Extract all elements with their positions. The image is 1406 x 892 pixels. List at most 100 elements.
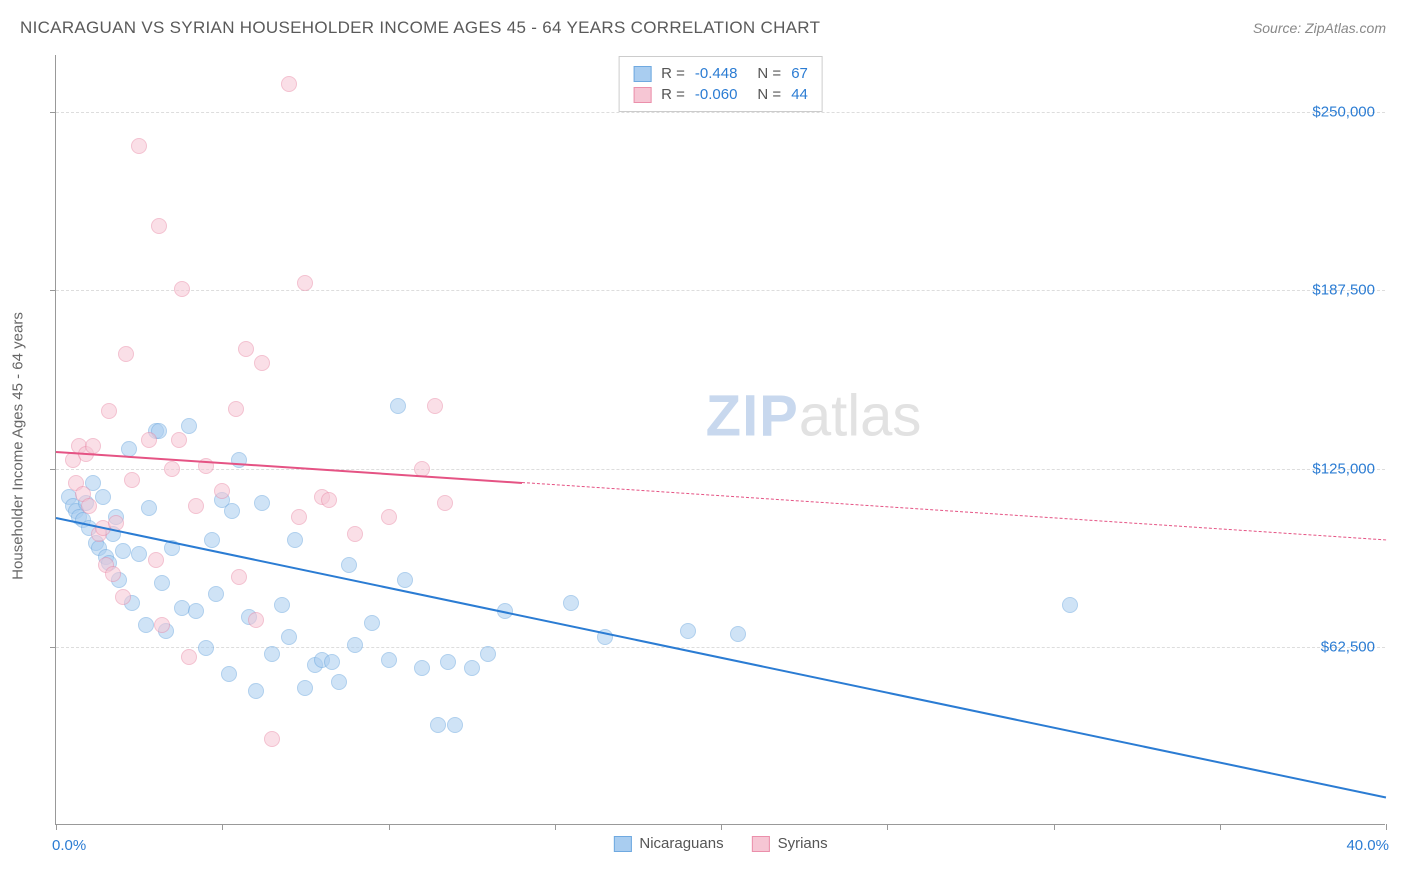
data-point: [121, 441, 137, 457]
data-point: [188, 498, 204, 514]
data-point: [364, 615, 380, 631]
x-tick: [1220, 824, 1221, 830]
data-point: [390, 398, 406, 414]
legend-r-label: R =: [661, 65, 685, 82]
watermark-atlas: atlas: [799, 384, 922, 449]
legend-swatch: [752, 836, 770, 852]
chart-container: NICARAGUAN VS SYRIAN HOUSEHOLDER INCOME …: [0, 0, 1406, 892]
data-point: [124, 472, 140, 488]
data-point: [105, 566, 121, 582]
data-point: [563, 595, 579, 611]
legend-swatch: [633, 66, 651, 82]
x-tick: [56, 824, 57, 830]
legend-r-value: -0.448: [695, 65, 738, 82]
data-point: [151, 218, 167, 234]
data-point: [154, 617, 170, 633]
data-point: [248, 683, 264, 699]
data-point: [321, 492, 337, 508]
data-point: [118, 346, 134, 362]
legend-n-label: N =: [757, 65, 781, 82]
data-point: [141, 432, 157, 448]
watermark: ZIPatlas: [706, 383, 922, 450]
trend-line: [56, 517, 1386, 798]
data-point: [141, 500, 157, 516]
data-point: [480, 646, 496, 662]
data-point: [231, 569, 247, 585]
data-point: [730, 626, 746, 642]
data-point: [154, 575, 170, 591]
legend-row: R = -0.448 N = 67: [633, 63, 808, 84]
bottom-legend-label: Nicaraguans: [639, 835, 723, 852]
grid-line: [56, 647, 1385, 648]
y-tick-label: $187,500: [1312, 282, 1375, 299]
y-tick-label: $250,000: [1312, 104, 1375, 121]
plot-area: ZIPatlas R = -0.448 N = 67 R = -0.060N = 4…: [55, 55, 1385, 825]
data-point: [347, 526, 363, 542]
legend-swatch: [613, 836, 631, 852]
data-point: [331, 674, 347, 690]
data-point: [81, 498, 97, 514]
y-axis-label: Householder Income Ages 45 - 64 years: [10, 312, 27, 580]
legend-swatch: [633, 87, 651, 103]
x-tick: [555, 824, 556, 830]
data-point: [224, 503, 240, 519]
data-point: [274, 597, 290, 613]
data-point: [264, 731, 280, 747]
data-point: [287, 532, 303, 548]
data-point: [138, 617, 154, 633]
source-attribution: Source: ZipAtlas.com: [1253, 20, 1386, 36]
data-point: [115, 543, 131, 559]
data-point: [115, 589, 131, 605]
legend-r-value: -0.060: [695, 86, 738, 103]
data-point: [188, 603, 204, 619]
data-point: [181, 649, 197, 665]
data-point: [447, 717, 463, 733]
y-tick-label: $125,000: [1312, 460, 1375, 477]
bottom-legend-item: Nicaraguans: [613, 835, 723, 852]
data-point: [238, 341, 254, 357]
data-point: [174, 281, 190, 297]
data-point: [341, 557, 357, 573]
x-tick: [222, 824, 223, 830]
legend-row: R = -0.060N = 44: [633, 84, 808, 105]
data-point: [430, 717, 446, 733]
data-point: [204, 532, 220, 548]
grid-line: [56, 290, 1385, 291]
legend-n-value: 44: [791, 86, 808, 103]
data-point: [414, 660, 430, 676]
data-point: [381, 509, 397, 525]
data-point: [437, 495, 453, 511]
data-point: [208, 586, 224, 602]
data-point: [131, 546, 147, 562]
y-tick: [50, 647, 56, 648]
data-point: [427, 398, 443, 414]
data-point: [101, 403, 117, 419]
data-point: [228, 401, 244, 417]
data-point: [264, 646, 280, 662]
data-point: [281, 76, 297, 92]
data-point: [254, 495, 270, 511]
trend-line: [521, 482, 1386, 540]
data-point: [1062, 597, 1078, 613]
series-legend: Nicaraguans Syrians: [613, 835, 827, 852]
y-tick: [50, 469, 56, 470]
x-tick: [1386, 824, 1387, 830]
data-point: [381, 652, 397, 668]
data-point: [214, 483, 230, 499]
data-point: [464, 660, 480, 676]
legend-r-label: R =: [661, 86, 685, 103]
grid-line: [56, 112, 1385, 113]
data-point: [181, 418, 197, 434]
data-point: [148, 552, 164, 568]
bottom-legend-label: Syrians: [778, 835, 828, 852]
data-point: [281, 629, 297, 645]
chart-title: NICARAGUAN VS SYRIAN HOUSEHOLDER INCOME …: [20, 18, 820, 38]
y-tick: [50, 290, 56, 291]
data-point: [297, 275, 313, 291]
x-tick: [721, 824, 722, 830]
data-point: [347, 637, 363, 653]
data-point: [397, 572, 413, 588]
header: NICARAGUAN VS SYRIAN HOUSEHOLDER INCOME …: [20, 18, 1386, 38]
data-point: [164, 461, 180, 477]
legend-n-value: 67: [791, 65, 808, 82]
